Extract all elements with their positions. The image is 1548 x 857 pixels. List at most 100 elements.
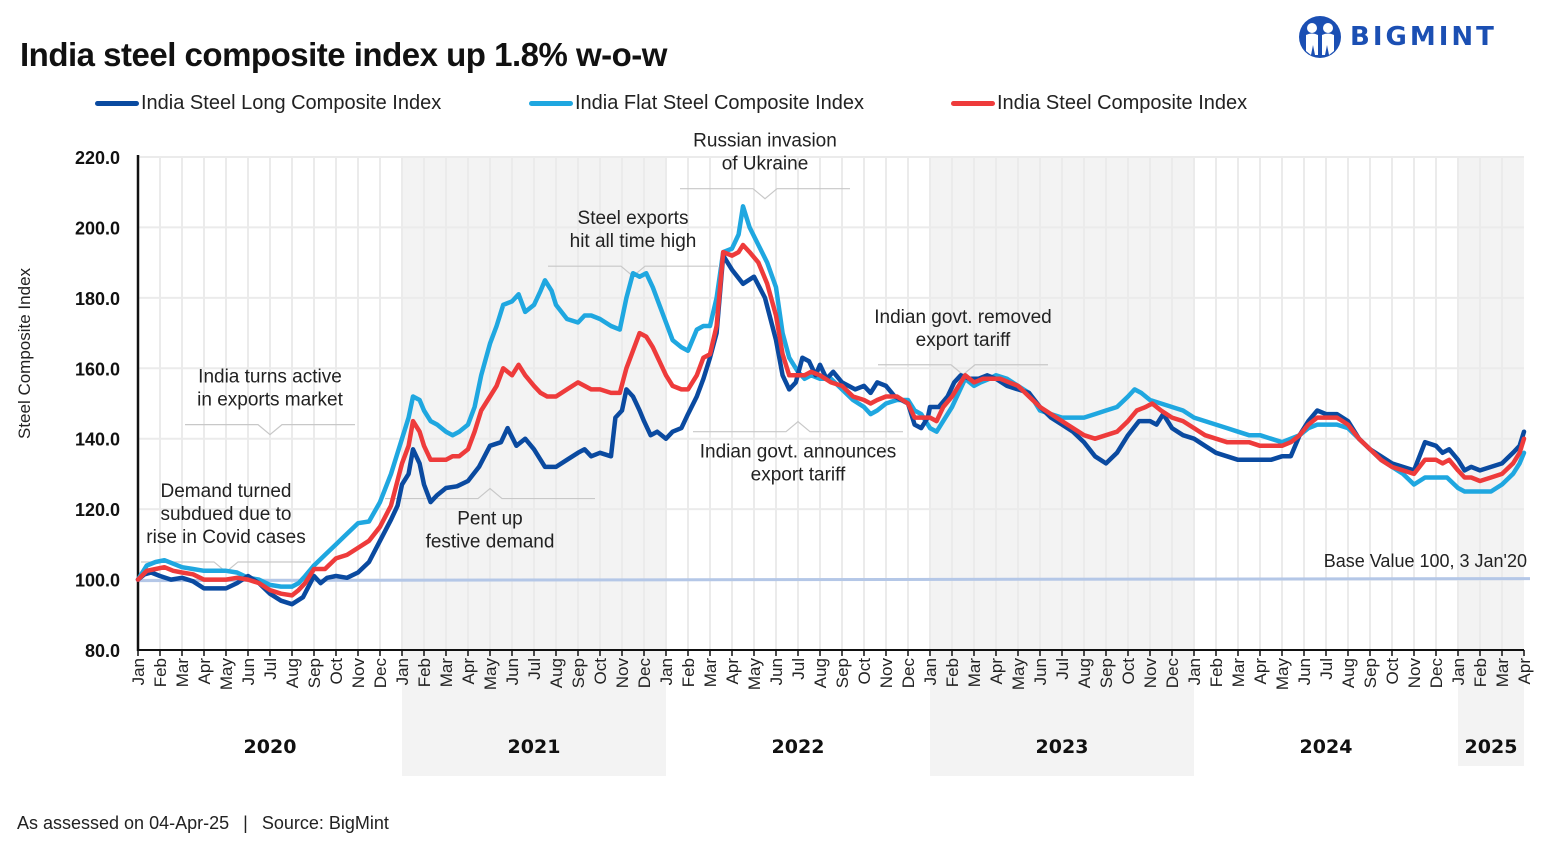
x-tick-label: Aug — [547, 658, 566, 688]
legend-item-composite[interactable]: India Steel Composite Index — [951, 92, 1247, 115]
x-tick-label: Nov — [877, 658, 896, 689]
y-tick-label: 100.0 — [75, 571, 120, 591]
x-tick-label: Feb — [151, 658, 170, 687]
y-tick-label: 180.0 — [75, 289, 120, 309]
chart-footer: As assessed on 04-Apr-25 | Source: BigMint — [17, 813, 389, 834]
x-tick-label: Jan — [1449, 658, 1468, 685]
x-tick-label: Apr — [1515, 658, 1534, 685]
x-tick-label: Jan — [129, 658, 148, 685]
x-tick-label: Oct — [327, 658, 346, 685]
series-line-2 — [135, 242, 1527, 598]
brand-name: BIGMINT — [1350, 22, 1497, 52]
year-label-2025: 2025 — [1465, 736, 1518, 758]
x-tick-label: Sep — [833, 658, 852, 688]
x-tick-label: Feb — [679, 658, 698, 687]
year-label-2024: 2024 — [1300, 736, 1353, 758]
x-tick-label: Jul — [525, 658, 544, 680]
x-tick-label: Oct — [591, 658, 610, 685]
x-tick-label: Dec — [635, 658, 654, 689]
x-tick-label: Nov — [1141, 658, 1160, 689]
x-tick-label: Mar — [1229, 658, 1248, 688]
annotation-pointer — [680, 188, 850, 200]
legend-swatch-flat — [529, 101, 573, 106]
x-tick-label: May — [745, 658, 764, 691]
x-tick-label: Jul — [1317, 658, 1336, 680]
x-tick-label: Feb — [1207, 658, 1226, 687]
x-tick-label: Mar — [173, 658, 192, 688]
x-tick-label: Dec — [371, 658, 390, 689]
annotation-text: festive demand — [426, 532, 555, 553]
y-axis-label: Steel Composite Index — [15, 267, 34, 439]
annotation-text: Indian govt. announces — [700, 442, 897, 463]
legend-label-composite: India Steel Composite Index — [997, 92, 1248, 114]
x-tick-label: Apr — [1251, 658, 1270, 685]
y-tick-label: 120.0 — [75, 500, 120, 520]
chart-title: India steel composite index up 1.8% w-o-… — [20, 36, 667, 73]
x-tick-label: Jan — [657, 658, 676, 685]
x-tick-label: Jan — [921, 658, 940, 685]
x-tick-label: Apr — [987, 658, 1006, 685]
annotation-text: Russian invasion — [693, 131, 837, 152]
annotation-text: India turns active — [198, 367, 342, 388]
x-tick-label: Jun — [1295, 658, 1314, 685]
x-tick-label: Feb — [415, 658, 434, 687]
x-tick-label: Aug — [1339, 658, 1358, 688]
source-note: Source: BigMint — [261, 813, 389, 833]
bigmint-logo: BIGMINT — [1298, 12, 1497, 62]
x-tick-label: Nov — [349, 658, 368, 689]
x-tick-label: Sep — [1361, 658, 1380, 688]
x-tick-label: Dec — [1427, 658, 1446, 689]
x-tick-label: Mar — [1493, 658, 1512, 688]
x-tick-label: Jun — [767, 658, 786, 685]
legend-item-long[interactable]: India Steel Long Composite Index — [95, 92, 441, 115]
x-tick-label: Nov — [613, 658, 632, 689]
baseline-line — [137, 577, 1531, 583]
x-tick-label: May — [1009, 658, 1028, 691]
x-tick-label: Dec — [1163, 658, 1182, 689]
x-tick-label: Oct — [1383, 658, 1402, 685]
x-tick-label: May — [217, 658, 236, 691]
x-tick-label: Apr — [195, 658, 214, 685]
x-tick-label: Jun — [503, 658, 522, 685]
year-label-2020: 2020 — [244, 736, 297, 758]
legend-swatch-long — [95, 101, 139, 106]
chart-legend: India Steel Long Composite Index India F… — [0, 92, 1548, 118]
year-label-2021: 2021 — [508, 736, 561, 758]
line-chart: 80.0 100.0 120.0 140.0 160.0 180.0 200.0 220.0 B… — [15, 131, 1534, 776]
x-tick-label: Jun — [239, 658, 258, 685]
annotation-text: export tariff — [751, 465, 846, 486]
x-tick-label: Sep — [569, 658, 588, 688]
annotation-pointer — [693, 420, 903, 433]
y-tick-label: 200.0 — [75, 218, 120, 238]
year-label-2023: 2023 — [1036, 736, 1089, 758]
x-tick-label: Aug — [811, 658, 830, 688]
legend-swatch-composite — [951, 101, 995, 106]
annotation-text: Demand turned — [161, 481, 292, 502]
y-tick-label: 140.0 — [75, 430, 120, 450]
x-tick-label: Nov — [1405, 658, 1424, 689]
x-tick-label: Apr — [459, 658, 478, 685]
y-tick-label: 80.0 — [85, 641, 120, 661]
x-tick-label: Jan — [393, 658, 412, 685]
year-label-2022: 2022 — [772, 736, 825, 758]
x-tick-label: Dec — [899, 658, 918, 689]
y-tick-label: 220.0 — [75, 148, 120, 168]
x-tick-label: Sep — [1097, 658, 1116, 688]
x-tick-label: Aug — [1075, 658, 1094, 688]
annotation-pointer — [185, 424, 355, 436]
x-tick-label: Mar — [965, 658, 984, 688]
x-tick-label: Jan — [1185, 658, 1204, 685]
legend-label-long: India Steel Long Composite Index — [141, 92, 442, 114]
annotation-text: in exports market — [197, 390, 343, 411]
annotation-text: Indian govt. removed — [874, 307, 1051, 328]
annotation-text: Steel exports — [578, 208, 689, 229]
annotation-text: hit all time high — [570, 231, 697, 252]
x-tick-label: May — [1273, 658, 1292, 691]
x-tick-label: Apr — [723, 658, 742, 685]
x-tick-label: Mar — [701, 658, 720, 688]
annotation-text: export tariff — [916, 330, 1011, 351]
x-tick-label: Jul — [1053, 658, 1072, 680]
legend-item-flat[interactable]: India Flat Steel Composite Index — [529, 92, 864, 115]
series-line-0 — [135, 253, 1527, 607]
series-line-1 — [135, 204, 1527, 589]
